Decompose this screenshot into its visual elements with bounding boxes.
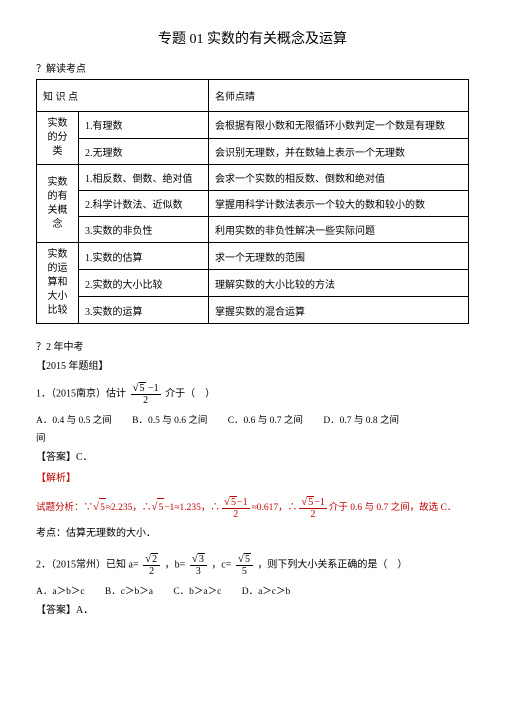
opt-c: C．b＞a＞c xyxy=(173,587,221,597)
sqrt-icon: 5 xyxy=(93,496,106,518)
table-row: 实数的有关概念 1.相反数、倒数、绝对值 会求一个实数的相反数、倒数和绝对值 xyxy=(37,165,469,191)
a-prefix: 试题分析：∵ xyxy=(36,503,93,513)
fraction: 5 5 xyxy=(236,553,253,577)
p2-mid2: ，c= xyxy=(211,560,231,571)
opt-b: B．0.5 与 0.6 之间 xyxy=(132,416,207,426)
p2-answer: 【答案】A． xyxy=(36,601,469,616)
desc-cell: 利用实数的非负性解决一些实际问题 xyxy=(209,217,469,243)
p2-suffix: ，则下列大小关系正确的是（ ） xyxy=(257,560,407,571)
opt-b: B．c＞b＞a xyxy=(105,587,153,597)
opt-a: A．0.4 与 0.5 之间 xyxy=(36,416,112,426)
p2-mid1: ，b= xyxy=(165,560,186,571)
desc-cell: 理解实数的大小比较的方法 xyxy=(209,270,469,297)
desc-cell: 会识别无理数，并在数轴上表示一个无理数 xyxy=(209,138,469,165)
item-cell: 2.科学计数法、近似数 xyxy=(79,191,209,217)
p1-below: 间 xyxy=(36,430,469,444)
analysis-text: 试题分析：∵5≈2.235，∴5−1≈1.235，∴5−12≈0.617，∴5−… xyxy=(36,496,469,520)
table-row: 2.科学计数法、近似数 掌握用科学计数法表示一个较大的数和较小的数 xyxy=(37,191,469,217)
problem-2: 2．（2015常州）已知 a= 2 2 ，b= 3 3 ，c= 5 5 ，则下列… xyxy=(36,553,469,577)
table-header-row: 知 识 点 名师点晴 xyxy=(37,80,469,112)
desc-cell: 会求一个实数的相反数、倒数和绝对值 xyxy=(209,165,469,191)
table-row: 实数的分类 1.有理数 会根据有限小数和无限循环小数判定一个数是有理数 xyxy=(37,112,469,139)
opt-d: D．0.7 与 0.8 之间 xyxy=(323,416,399,426)
concepts-table: 知 识 点 名师点晴 实数的分类 1.有理数 会根据有限小数和无限循环小数判定一… xyxy=(36,79,469,324)
sqrt-icon: 5 xyxy=(133,382,146,394)
item-cell: 3.实数的运算 xyxy=(79,297,209,324)
item-cell: 3.实数的非负性 xyxy=(79,217,209,243)
table-row: 实数的运算和大小比较 1.实数的估算 求一个无理数的范围 xyxy=(37,243,469,270)
item-cell: 2.实数的大小比较 xyxy=(79,270,209,297)
sqrt-icon: 5 xyxy=(301,496,314,508)
p1-prefix: 1．（2015南京）估计 xyxy=(36,388,126,399)
item-cell: 2.无理数 xyxy=(79,138,209,165)
year-group: 【2015 年题组】 xyxy=(36,357,469,372)
p1-suffix: 介于（ ） xyxy=(165,388,215,399)
fraction: 5 −1 2 xyxy=(131,382,161,406)
sqrt-icon: 5 xyxy=(238,553,251,565)
item-cell: 1.相反数、倒数、绝对值 xyxy=(79,165,209,191)
table-row: 3.实数的运算 掌握实数的混合运算 xyxy=(37,297,469,324)
p2-options: A．a＞b＞c B．c＞b＞a C．b＞a＞c D．a＞c＞b xyxy=(36,583,469,597)
sqrt-icon: 2 xyxy=(145,553,158,565)
p2-prefix: 2．（2015常州）已知 a= xyxy=(36,560,139,571)
desc-cell: 会根据有限小数和无限循环小数判定一个数是有理数 xyxy=(209,112,469,139)
p1-options: A．0.4 与 0.5 之间 B．0.5 与 0.6 之间 C．0.6 与 0.… xyxy=(36,412,469,426)
p1-kaodian: 考点：估算无理数的大小． xyxy=(36,524,469,539)
sqrt-icon: 5 xyxy=(151,496,164,518)
a-m2: −1≈1.235，∴ xyxy=(164,503,220,513)
cat-cell: 实数的有关概念 xyxy=(37,165,79,243)
table-row: 3.实数的非负性 利用实数的非负性解决一些实际问题 xyxy=(37,217,469,243)
table-row: 2.无理数 会识别无理数，并在数轴上表示一个无理数 xyxy=(37,138,469,165)
fraction: 5−12 xyxy=(299,496,327,520)
a-m1: ≈2.235，∴ xyxy=(106,503,152,513)
cat-cell: 实数的运算和大小比较 xyxy=(37,243,79,324)
year-marker: ？2 年中考 xyxy=(36,338,469,353)
cat-cell: 实数的分类 xyxy=(37,112,79,165)
fraction: 3 3 xyxy=(190,553,207,577)
item-cell: 1.有理数 xyxy=(79,112,209,139)
item-cell: 1.实数的估算 xyxy=(79,243,209,270)
opt-c: C．0.6 与 0.7 之间 xyxy=(228,416,303,426)
sqrt-icon: 5 xyxy=(224,496,237,508)
header-col1: 知 识 点 xyxy=(37,80,209,112)
header-col2: 名师点晴 xyxy=(209,80,469,112)
sqrt-icon: 3 xyxy=(192,553,205,565)
p1-answer: 【答案】C． xyxy=(36,448,469,463)
a-end: 介于 0.6 与 0.7 之间，故选 C． xyxy=(329,503,456,513)
opt-d: D．a＞c＞b xyxy=(242,587,291,597)
desc-cell: 掌握实数的混合运算 xyxy=(209,297,469,324)
opt-a: A．a＞b＞c xyxy=(36,587,85,597)
a-m3: ≈0.617，∴ xyxy=(252,503,298,513)
page-title: 专题 01 实数的有关概念及运算 xyxy=(36,28,469,48)
desc-cell: 求一个无理数的范围 xyxy=(209,243,469,270)
desc-cell: 掌握用科学计数法表示一个较大的数和较小的数 xyxy=(209,191,469,217)
table-row: 2.实数的大小比较 理解实数的大小比较的方法 xyxy=(37,270,469,297)
fraction: 2 2 xyxy=(143,553,160,577)
problem-1: 1．（2015南京）估计 5 −1 2 介于（ ） xyxy=(36,382,469,406)
fraction: 5−12 xyxy=(222,496,250,520)
section-marker: ？解读考点 xyxy=(36,60,469,75)
analysis-label: 【解析】 xyxy=(36,469,469,484)
